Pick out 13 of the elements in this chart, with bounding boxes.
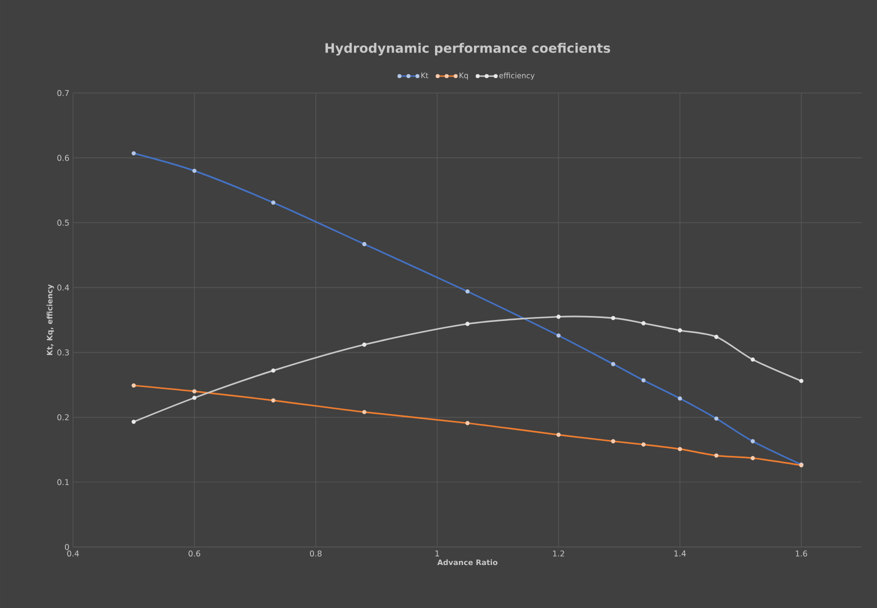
point bbox=[271, 368, 276, 373]
point bbox=[641, 321, 646, 326]
point bbox=[799, 378, 804, 384]
point bbox=[132, 420, 136, 424]
point bbox=[362, 342, 366, 347]
point bbox=[465, 322, 470, 326]
chart-title: Hydrodynamic performance coeficients bbox=[325, 42, 610, 56]
point bbox=[750, 357, 755, 362]
point bbox=[714, 334, 718, 339]
point bbox=[556, 314, 561, 319]
point bbox=[192, 396, 196, 400]
point bbox=[678, 328, 682, 332]
point bbox=[611, 316, 616, 320]
